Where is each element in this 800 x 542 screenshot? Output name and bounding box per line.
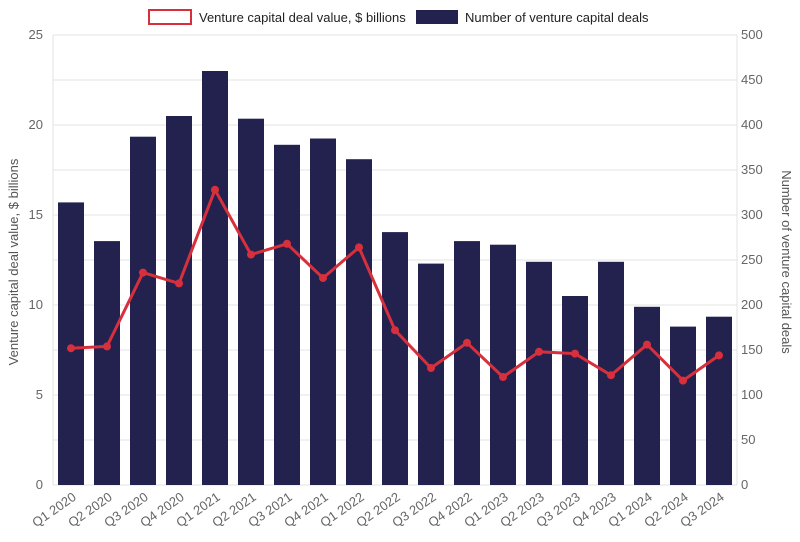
- point-q3-2023[interactable]: [571, 349, 579, 358]
- legend-item-bar[interactable]: Number of venture capital deals: [416, 10, 649, 25]
- point-q2-2021[interactable]: [247, 250, 255, 259]
- left-tick-label: 0: [36, 477, 43, 492]
- bar-q2-2020[interactable]: [94, 241, 120, 485]
- legend-swatch-line: [148, 9, 192, 25]
- point-q1-2021[interactable]: [211, 185, 219, 194]
- right-tick-label: 200: [741, 297, 763, 312]
- point-q3-2022[interactable]: [427, 364, 435, 372]
- bar-q4-2022[interactable]: [454, 241, 480, 485]
- bar-q3-2023[interactable]: [562, 296, 588, 485]
- left-tick-label: 20: [29, 117, 43, 132]
- bar-q3-2021[interactable]: [274, 144, 300, 486]
- legend: Venture capital deal value, $ billions N…: [148, 9, 649, 25]
- bar-q2-2024[interactable]: [670, 326, 696, 485]
- legend-label-line: Venture capital deal value, $ billions: [199, 10, 406, 25]
- bar-q4-2020[interactable]: [166, 116, 192, 485]
- point-q3-2024[interactable]: [715, 351, 723, 360]
- point-q2-2020[interactable]: [103, 342, 111, 351]
- bar-q1-2022[interactable]: [346, 159, 372, 485]
- bar-q1-2020[interactable]: [58, 202, 84, 485]
- right-tick-label: 100: [741, 387, 763, 402]
- bar-q3-2020[interactable]: [130, 136, 156, 485]
- left-tick-label: 15: [29, 207, 43, 222]
- right-tick-label: 250: [741, 252, 763, 267]
- point-q3-2021[interactable]: [283, 239, 291, 248]
- point-q1-2020[interactable]: [67, 344, 75, 353]
- point-q1-2024[interactable]: [643, 340, 651, 349]
- bar-q3-2022[interactable]: [418, 263, 444, 485]
- point-q2-2022[interactable]: [391, 326, 399, 335]
- bar-q1-2021[interactable]: [202, 71, 228, 485]
- bar-series: [58, 71, 732, 486]
- right-axis-ticks: 0 50 100 150 200 250 300 350 400 450 500: [741, 27, 763, 492]
- point-q4-2023[interactable]: [607, 371, 615, 380]
- right-tick-label: 350: [741, 162, 763, 177]
- right-tick-label: 500: [741, 27, 763, 42]
- left-axis-label: Venture capital deal value, $ billions: [6, 158, 21, 365]
- right-tick-label: 0: [741, 477, 748, 492]
- bar-q1-2024[interactable]: [634, 306, 660, 485]
- point-q1-2023[interactable]: [499, 373, 507, 381]
- left-axis-ticks: 0 5 10 15 20 25: [29, 27, 43, 492]
- point-q2-2024[interactable]: [679, 376, 687, 385]
- right-tick-label: 300: [741, 207, 763, 222]
- legend-item-line[interactable]: Venture capital deal value, $ billions: [148, 9, 406, 25]
- line-series: [67, 185, 723, 385]
- bar-q1-2023[interactable]: [490, 244, 516, 485]
- bar-q3-2024[interactable]: [706, 316, 732, 485]
- legend-label-bar: Number of venture capital deals: [465, 10, 649, 25]
- bar-q4-2021[interactable]: [310, 138, 336, 486]
- point-q4-2020[interactable]: [175, 279, 183, 288]
- right-tick-label: 400: [741, 117, 763, 132]
- bar-q2-2021[interactable]: [238, 118, 264, 485]
- left-tick-label: 5: [36, 387, 43, 402]
- bar-q2-2023[interactable]: [526, 261, 552, 485]
- point-q2-2023[interactable]: [535, 347, 543, 356]
- right-tick-label: 450: [741, 72, 763, 87]
- right-tick-label: 150: [741, 342, 763, 357]
- legend-swatch-bar: [416, 10, 458, 24]
- point-q1-2022[interactable]: [355, 243, 363, 252]
- right-axis-label: Number of venture capital deals: [779, 170, 794, 354]
- right-tick-label: 50: [741, 432, 755, 447]
- point-q3-2020[interactable]: [139, 268, 147, 277]
- point-q4-2022[interactable]: [463, 338, 471, 347]
- left-tick-label: 10: [29, 297, 43, 312]
- point-q4-2021[interactable]: [319, 274, 327, 282]
- left-tick-label: 25: [29, 27, 43, 42]
- bar-q2-2022[interactable]: [382, 232, 408, 485]
